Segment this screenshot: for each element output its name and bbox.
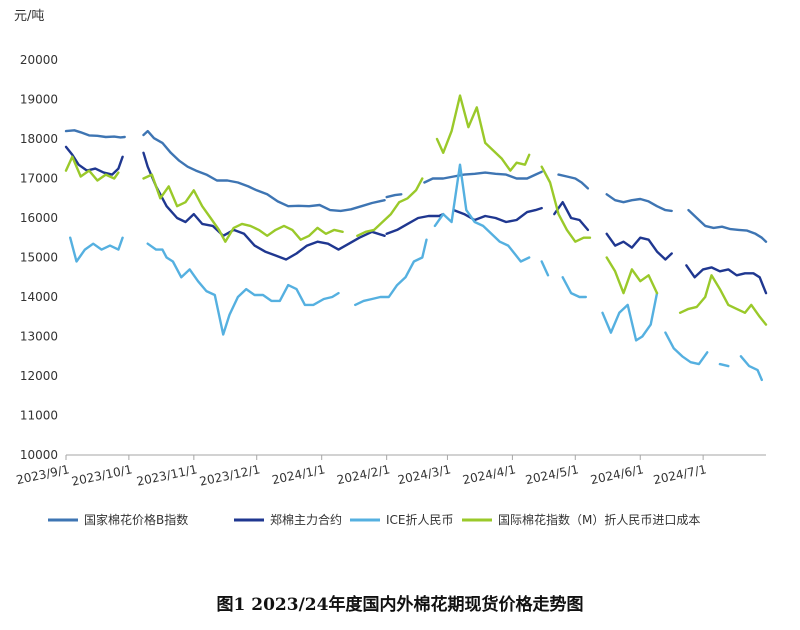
x-tick-label: 2024/7/1 [652, 462, 708, 487]
plot-area [64, 94, 768, 382]
series-line-segment [561, 276, 587, 299]
series-line-segment [452, 206, 543, 224]
series-line-segment [356, 177, 424, 238]
series-line-segment [678, 274, 768, 326]
legend-label: 国际棉花指数（M）折人民币进口成本 [498, 512, 700, 527]
series-line-segment [605, 232, 673, 261]
series-line-segment [142, 129, 386, 213]
series-line-segment [354, 238, 428, 307]
x-tick-label: 2024/3/1 [396, 462, 452, 487]
legend-label: ICE折人民币 [386, 512, 454, 527]
x-tick-label: 2024/2/1 [336, 462, 392, 487]
series-line-segment [540, 165, 592, 243]
series-line-segment [605, 256, 659, 295]
y-tick-label: 20000 [20, 53, 58, 67]
series-line-segment [601, 291, 659, 342]
x-tick-label: 2023/10/1 [70, 462, 133, 488]
series-line-segment [142, 151, 386, 261]
series-line-segment [64, 129, 126, 139]
x-tick-label: 2023/12/1 [198, 462, 261, 488]
series-line-segment [385, 212, 445, 236]
series-line-segment [385, 193, 403, 199]
legend-label: 郑棉主力合约 [270, 512, 342, 527]
legend: 国家棉花价格B指数 郑棉主力合约 ICE折人民币 国际棉花指数（M）折人民币进口成本 [48, 512, 700, 527]
x-tick-label: 2024/5/1 [524, 462, 580, 487]
series-1 [64, 145, 768, 295]
y-tick-label: 16000 [20, 211, 58, 225]
y-tick-label: 18000 [20, 132, 58, 146]
y-tick-label: 11000 [20, 409, 58, 423]
x-tick-label: 2024/6/1 [589, 462, 645, 487]
series-2 [68, 163, 763, 382]
y-tick-label: 17000 [20, 172, 58, 186]
series-line-segment [553, 200, 590, 232]
x-axis: 2023/9/1 2023/10/1 2023/11/1 2023/12/1 2024/… [15, 454, 766, 489]
series-3 [64, 94, 768, 326]
series-line-segment [605, 193, 673, 213]
x-tick-label: 2024/1/1 [271, 462, 327, 487]
y-tick-label: 15000 [20, 251, 58, 265]
series-line-segment [718, 362, 730, 368]
series-line-segment [687, 208, 768, 243]
series-line-segment [685, 264, 768, 295]
x-tick-label: 2023/9/1 [15, 462, 71, 487]
y-tick-label: 12000 [20, 369, 58, 383]
figure-caption: 图1 2023/24年度国内外棉花期现货价格走势图 [216, 595, 584, 615]
y-tick-label: 13000 [20, 330, 58, 344]
series-line-segment [64, 145, 124, 176]
series-line-segment [146, 242, 340, 336]
series-line-segment [142, 173, 344, 243]
y-tick-label: 10000 [20, 448, 58, 462]
x-tick-label: 2024/4/1 [461, 462, 517, 487]
series-line-segment [557, 173, 590, 190]
series-line-segment [739, 355, 763, 382]
series-line-segment [433, 163, 531, 263]
y-axis: 10000 11000 12000 13000 14000 15000 16000 17000… [20, 53, 58, 462]
series-line-segment [64, 155, 120, 182]
y-tick-label: 14000 [20, 290, 58, 304]
series-line-segment [68, 236, 124, 263]
y-axis-unit: 元/吨 [14, 9, 44, 24]
legend-label: 国家棉花价格B指数 [84, 512, 188, 527]
series-line-segment [664, 331, 709, 366]
series-line-segment [435, 94, 531, 172]
y-tick-label: 19000 [20, 93, 58, 107]
x-tick-label: 2023/11/1 [135, 462, 198, 488]
series-0 [64, 129, 768, 243]
series-line-segment [423, 170, 543, 184]
series-line-segment [540, 260, 550, 277]
